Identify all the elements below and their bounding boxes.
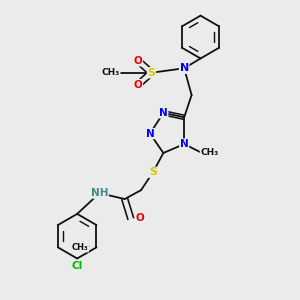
Text: N: N: [146, 129, 154, 139]
Text: CH₃: CH₃: [72, 243, 88, 252]
Text: N: N: [180, 63, 189, 73]
Text: N: N: [180, 139, 189, 149]
Text: Cl: Cl: [72, 261, 83, 271]
Text: S: S: [148, 68, 155, 78]
Text: N: N: [159, 108, 168, 118]
Text: O: O: [134, 56, 142, 66]
Text: CH₃: CH₃: [200, 148, 219, 158]
Text: NH: NH: [91, 188, 108, 198]
Text: CH₃: CH₃: [102, 68, 120, 77]
Text: S: S: [149, 167, 157, 177]
Text: O: O: [136, 213, 145, 224]
Text: O: O: [134, 80, 142, 90]
